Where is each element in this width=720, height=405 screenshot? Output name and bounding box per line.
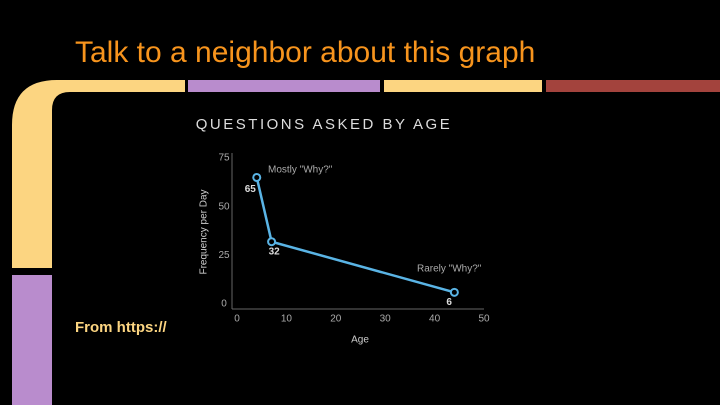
y-tick-label: 75 [218,153,230,164]
x-tick-label: 20 [330,314,342,325]
value-label: 6 [446,297,452,308]
x-tick-label: 10 [281,314,293,325]
frame-purple [12,275,52,405]
y-tick-label: 50 [218,201,230,212]
frame-yellow [12,80,185,268]
x-axis-label: Age [351,335,369,346]
x-tick-label: 50 [478,314,490,325]
value-label: 32 [269,246,281,257]
bar-purple [188,80,380,92]
x-tick-label: 0 [234,314,240,325]
x-tick-label: 40 [429,314,441,325]
bar-red [546,80,720,92]
annotation: Rarely "Why?" [417,264,482,275]
footer: From https:// [75,319,167,336]
point [252,172,262,182]
chart-bg [178,100,490,360]
annotation: Mostly "Why?" [268,165,333,176]
chart-title: QUESTIONS ASKED BY AGE [196,116,452,133]
y-tick-label: 0 [221,299,227,310]
chart: QUESTIONS ASKED BY AGE Age Frequency per… [178,100,490,360]
slide-title: Talk to a neighbor about this graph [75,36,535,69]
x-tick-label: 30 [380,314,392,325]
bar-yellow [384,80,542,92]
value-label: 65 [245,184,257,195]
point [449,287,459,297]
point [267,237,277,247]
y-axis-label: Frequency per Day [199,189,210,274]
y-tick-label: 25 [218,250,230,261]
